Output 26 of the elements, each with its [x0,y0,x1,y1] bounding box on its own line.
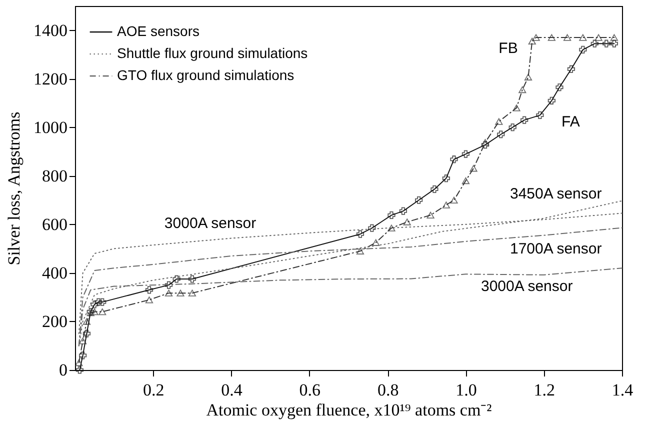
y-tick-label: 400 [42,263,68,282]
x-axis-title: Atomic oxygen fluence, x10¹⁹ atoms cm⁻² [206,400,492,420]
y-tick-label: 600 [42,214,68,234]
y-axis-title: Silver loss, Angstroms [4,112,24,266]
annotation: FA [562,114,580,131]
x-tick-label: 1.2 [534,380,555,400]
y-tick-label: 0 [59,360,68,380]
y-tick-label: 200 [42,312,68,331]
y-tick-label: 1200 [34,69,68,88]
annotation: FB [498,40,518,58]
legend-label: AOE sensors [117,23,200,39]
legend-label: GTO flux ground simulations [117,67,294,83]
x-tick-label: 0.2 [143,380,164,400]
y-tick-label: 1000 [34,118,68,137]
x-tick-label: 1.0 [456,380,477,400]
x-tick-label: 1.4 [612,380,634,400]
x-tick-label: 0.6 [299,380,321,400]
annotation: 3450A sensor [510,185,602,202]
x-tick-label: 0.8 [377,380,399,400]
annotation: 3000A sensor [480,278,573,295]
y-tick-label: 800 [42,166,68,186]
x-tick-label: 0.4 [221,380,243,400]
y-tick-label: 1400 [34,20,68,40]
legend-label: Shuttle flux ground simulations [117,45,308,61]
annotation: 3000A sensor [164,215,256,232]
annotation: 1700A sensor [510,240,602,258]
